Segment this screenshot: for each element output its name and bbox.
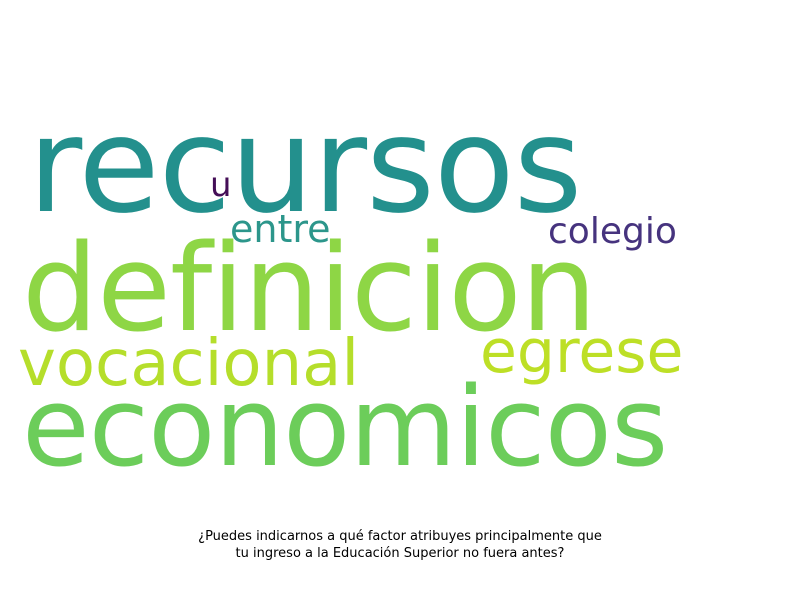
word-definicion: definicion bbox=[22, 220, 597, 359]
caption-line-1: ¿Puedes indicarnos a qué factor atribuye… bbox=[198, 529, 602, 544]
word-entre: entre bbox=[230, 207, 331, 251]
word-recursos: recursos bbox=[28, 89, 582, 243]
figure-caption: ¿Puedes indicarnos a qué factor atribuye… bbox=[0, 528, 800, 562]
word-colegio: colegio bbox=[548, 211, 677, 252]
word-vocacional: vocacional bbox=[18, 327, 360, 401]
word-egrese: egrese bbox=[480, 317, 684, 387]
word-economicos: economicos bbox=[22, 363, 668, 491]
caption-line-2: tu ingreso a la Educación Superior no fu… bbox=[235, 546, 565, 561]
word-u: u bbox=[210, 165, 232, 205]
